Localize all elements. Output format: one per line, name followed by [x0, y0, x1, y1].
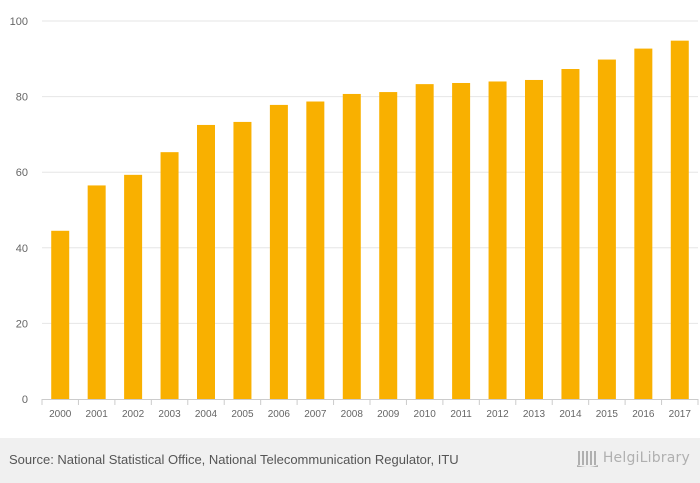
bar-2003 — [160, 152, 179, 399]
x-tick-label-2012: 2012 — [486, 409, 509, 420]
bar-2004 — [197, 124, 215, 399]
y-tick-label-20: 20 — [16, 318, 28, 330]
bar-layer — [51, 40, 689, 400]
bar-2000 — [51, 230, 70, 399]
bar-2015 — [597, 59, 616, 399]
x-tick-label-2008: 2008 — [341, 409, 364, 420]
y-tick-label-60: 60 — [16, 167, 28, 179]
x-tick-label-2005: 2005 — [231, 409, 254, 420]
bar-2016 — [634, 48, 653, 400]
bar-2011 — [452, 82, 471, 399]
logo-text: HelgiLibrary — [602, 450, 690, 466]
library-columns-icon — [576, 451, 598, 467]
helgi-library-logo[interactable]: HelgiLibrary — [576, 448, 690, 468]
x-tick-label-2017: 2017 — [669, 409, 692, 420]
bar-2009 — [379, 92, 398, 400]
x-tick-label-2014: 2014 — [559, 409, 582, 420]
x-tick-label-2001: 2001 — [86, 409, 109, 420]
bar-2013 — [525, 79, 543, 399]
bar-2001 — [87, 185, 106, 399]
x-tick-label-2004: 2004 — [195, 409, 218, 420]
y-tick-label-0: 0 — [22, 394, 28, 406]
source-note: Source: National Statistical Office, Nat… — [9, 452, 459, 467]
bar-2010 — [415, 84, 434, 399]
y-tick-label-40: 40 — [16, 243, 28, 255]
x-tick-label-2003: 2003 — [158, 409, 181, 420]
y-tick-label-80: 80 — [16, 92, 28, 104]
bar-2012 — [488, 81, 507, 399]
x-tick-label-2009: 2009 — [377, 409, 400, 420]
bar-2006 — [269, 104, 288, 399]
x-tick-label-2015: 2015 — [596, 409, 619, 420]
x-tick-label-2011: 2011 — [450, 409, 472, 420]
x-tick-label-2006: 2006 — [268, 409, 291, 420]
x-tick-label-2002: 2002 — [122, 409, 145, 420]
x-tick-label-2007: 2007 — [304, 409, 327, 420]
x-tick-label-2010: 2010 — [414, 409, 437, 420]
x-tick-label-2013: 2013 — [523, 409, 546, 420]
bar-2017 — [670, 40, 689, 399]
bar-2014 — [561, 69, 580, 400]
y-tick-label-100: 100 — [10, 16, 28, 28]
bar-2005 — [233, 121, 252, 400]
bar-2007 — [306, 101, 325, 399]
x-tick-label-2000: 2000 — [49, 409, 72, 420]
grid-layer — [42, 20, 698, 324]
bar-2008 — [342, 93, 361, 399]
axis-layer: 0 20 40 60 80 100 2000 2001 2002 2003 2004 2005 2006… — [10, 16, 699, 420]
bar-2002 — [124, 174, 143, 399]
bar-chart: 0 20 40 60 80 100 2000 2001 2002 2003 2004 2005 2006… — [10, 16, 699, 420]
x-tick-label-2016: 2016 — [632, 409, 655, 420]
chart-footer: Source: National Statistical Office, Nat… — [0, 438, 700, 483]
